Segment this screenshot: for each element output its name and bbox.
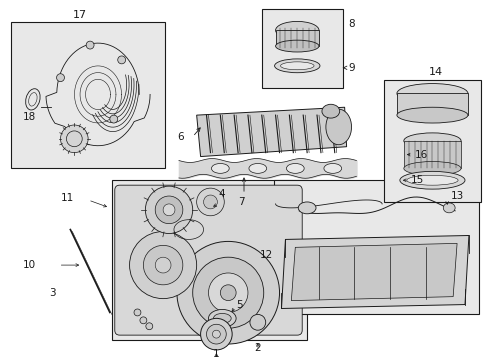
Circle shape	[203, 195, 217, 209]
Text: 17: 17	[73, 9, 87, 19]
Bar	[112, 180, 306, 340]
Circle shape	[118, 56, 125, 64]
Text: 15: 15	[410, 175, 423, 185]
Ellipse shape	[248, 163, 266, 173]
Text: 18: 18	[23, 112, 36, 122]
Bar	[396, 94, 467, 115]
Circle shape	[249, 314, 265, 330]
Circle shape	[86, 41, 94, 49]
Bar	[261, 9, 342, 87]
Ellipse shape	[406, 175, 457, 185]
Polygon shape	[196, 107, 346, 157]
Circle shape	[134, 309, 141, 316]
Circle shape	[163, 204, 175, 216]
Text: 3: 3	[49, 288, 55, 298]
Ellipse shape	[286, 163, 304, 173]
Ellipse shape	[275, 21, 318, 39]
Circle shape	[155, 196, 183, 224]
Text: 13: 13	[450, 191, 464, 201]
Ellipse shape	[275, 40, 318, 52]
Ellipse shape	[213, 314, 231, 323]
Circle shape	[200, 318, 232, 350]
Circle shape	[177, 242, 279, 344]
Circle shape	[57, 74, 64, 82]
Circle shape	[220, 285, 236, 301]
Circle shape	[145, 186, 192, 234]
Text: 7: 7	[238, 197, 244, 207]
FancyBboxPatch shape	[115, 185, 302, 335]
Ellipse shape	[208, 310, 236, 327]
Text: 14: 14	[427, 67, 442, 77]
Ellipse shape	[321, 104, 339, 118]
Text: 1: 1	[212, 349, 219, 359]
Text: 8: 8	[348, 19, 354, 30]
Ellipse shape	[298, 202, 315, 214]
Ellipse shape	[274, 59, 319, 73]
Circle shape	[140, 317, 146, 324]
Text: 10: 10	[23, 260, 36, 270]
Text: 6: 6	[177, 132, 183, 142]
Circle shape	[212, 330, 220, 338]
Ellipse shape	[403, 133, 460, 149]
Ellipse shape	[399, 171, 464, 189]
Bar	[11, 22, 165, 168]
Circle shape	[143, 246, 183, 285]
Circle shape	[61, 125, 88, 153]
Text: 4: 4	[218, 189, 224, 199]
Circle shape	[110, 115, 118, 123]
Bar	[275, 30, 318, 46]
Circle shape	[206, 324, 226, 344]
Circle shape	[145, 323, 152, 330]
Bar	[273, 180, 478, 314]
Bar	[383, 80, 480, 202]
Polygon shape	[281, 235, 468, 309]
Circle shape	[208, 273, 247, 312]
Ellipse shape	[403, 162, 460, 175]
Bar	[403, 141, 460, 168]
Text: 2: 2	[253, 343, 260, 353]
Ellipse shape	[280, 62, 313, 70]
Text: 5: 5	[236, 300, 242, 310]
Ellipse shape	[443, 203, 454, 213]
Circle shape	[155, 257, 171, 273]
Text: 12: 12	[259, 250, 272, 260]
Circle shape	[129, 231, 196, 299]
Circle shape	[192, 257, 263, 328]
Ellipse shape	[396, 84, 467, 103]
Ellipse shape	[211, 163, 229, 173]
Ellipse shape	[323, 163, 341, 173]
Ellipse shape	[396, 107, 467, 123]
Text: 11: 11	[61, 193, 74, 203]
Circle shape	[196, 188, 224, 216]
Ellipse shape	[325, 109, 351, 145]
Text: 9: 9	[348, 63, 354, 73]
Polygon shape	[291, 243, 456, 301]
Text: 16: 16	[414, 150, 427, 159]
